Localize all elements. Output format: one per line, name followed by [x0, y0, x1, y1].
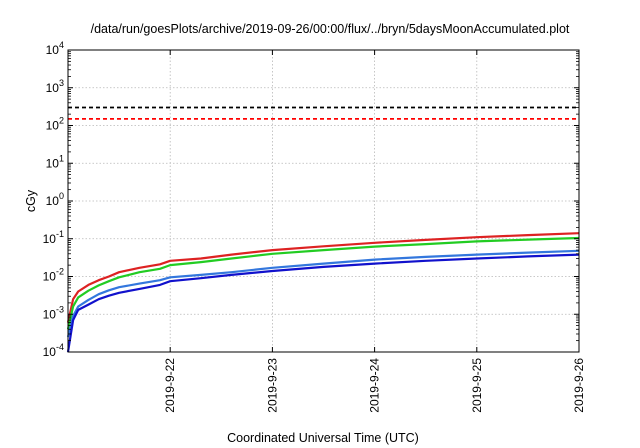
y-tick-base: 10 [46, 156, 60, 170]
chart-title: /data/run/goesPlots/archive/2019-09-26/0… [91, 22, 570, 36]
y-tick-base: 10 [43, 270, 57, 284]
x-tick-label: 2019-9-22 [163, 358, 177, 413]
y-tick-label: 101 [46, 153, 64, 170]
y-tick-label: 102 [46, 116, 64, 133]
x-tick-label: 2019-9-25 [470, 358, 484, 413]
y-tick-exponent: 1 [59, 153, 64, 163]
y-tick-base: 10 [43, 232, 57, 246]
series-line [66, 249, 580, 338]
y-tick-exponent: -4 [56, 342, 64, 352]
y-tick-exponent: 3 [59, 78, 64, 88]
x-tick-label: 2019-9-26 [572, 358, 586, 413]
y-tick-base: 10 [43, 307, 57, 321]
x-axis-label: Coordinated Universal Time (UTC) [227, 431, 419, 445]
y-tick-label: 10-3 [43, 304, 64, 321]
y-tick-base: 10 [46, 81, 60, 95]
y-tick-exponent: -1 [56, 229, 64, 239]
series-line [66, 236, 580, 330]
y-tick-label: 100 [46, 191, 64, 208]
reference-lines [68, 106, 579, 120]
y-tick-label: 10-4 [43, 342, 64, 359]
y-tick-base: 10 [46, 43, 60, 57]
x-tick-label: 2019-9-23 [265, 358, 279, 413]
y-tick-exponent: -3 [56, 304, 64, 314]
y-tick-label: 10-1 [43, 229, 64, 246]
y-tick-exponent: 4 [59, 40, 64, 50]
y-tick-base: 10 [43, 345, 57, 359]
y-tick-exponent: -2 [56, 267, 64, 277]
y-axis-label: cGy [24, 189, 38, 212]
series-lines [66, 232, 580, 353]
grid [68, 50, 579, 352]
y-tick-label: 10-2 [43, 267, 64, 284]
y-tick-base: 10 [46, 119, 60, 133]
y-tick-exponent: 2 [59, 116, 64, 126]
series-line [66, 232, 580, 323]
x-tick-label: 2019-9-24 [368, 358, 382, 413]
y-tick-base: 10 [46, 194, 60, 208]
y-tick-label: 103 [46, 78, 64, 95]
y-tick-label: 104 [46, 40, 64, 57]
series-line [66, 253, 580, 353]
y-tick-exponent: 0 [59, 191, 64, 201]
x-axis-ticks: 2019-9-22 2019-9-23 2019-9-24 2019-9-25 2019… [163, 50, 586, 413]
